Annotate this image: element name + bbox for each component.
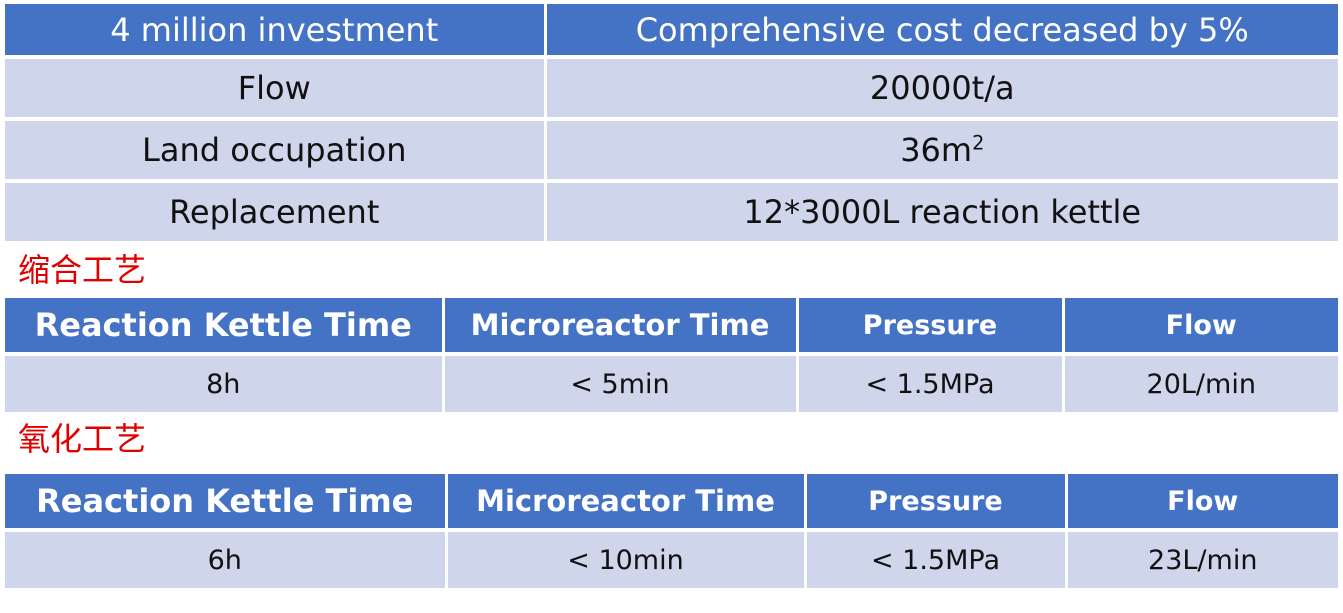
oxidation-header-row: Reaction Kettle Time Microreactor Time P…: [5, 474, 1338, 530]
pressure-header: Pressure: [803, 474, 1066, 530]
pressure-value: < 1.5MPa: [795, 352, 1063, 412]
land-occupation-value: 36m2: [543, 117, 1338, 181]
flow-value: 23L/min: [1064, 528, 1338, 588]
land-occupation-label: Land occupation: [5, 117, 545, 181]
oxidation-process-label: 氧化工艺: [18, 420, 147, 458]
reaction-kettle-time-header: Reaction Kettle Time: [5, 298, 443, 354]
flow-header: Flow: [1061, 298, 1338, 354]
land-occupation-exponent: 2: [972, 131, 985, 155]
pressure-value: < 1.5MPa: [803, 528, 1066, 588]
condensation-table: Reaction Kettle Time Microreactor Time P…: [5, 298, 1338, 412]
flow-header: Flow: [1064, 474, 1338, 530]
summary-header-row: 4 million investment Comprehensive cost …: [5, 4, 1338, 57]
reaction-kettle-time-header: Reaction Kettle Time: [5, 474, 446, 530]
table-row: Land occupation 36m2: [5, 117, 1338, 181]
reaction-kettle-time-value: 6h: [5, 528, 446, 588]
summary-table: 4 million investment Comprehensive cost …: [5, 4, 1338, 241]
condensation-process-label: 缩合工艺: [18, 251, 147, 289]
oxidation-table: Reaction Kettle Time Microreactor Time P…: [5, 474, 1338, 588]
table-row: Replacement 12*3000L reaction kettle: [5, 179, 1338, 241]
replacement-value: 12*3000L reaction kettle: [543, 179, 1338, 241]
flow-label: Flow: [5, 55, 545, 119]
flow-value: 20000t/a: [543, 55, 1338, 119]
microreactor-time-header: Microreactor Time: [441, 298, 797, 354]
flow-value: 20L/min: [1061, 352, 1338, 412]
reaction-kettle-time-value: 8h: [5, 352, 443, 412]
microreactor-time-value: < 10min: [444, 528, 805, 588]
table-row: Flow 20000t/a: [5, 55, 1338, 119]
microreactor-time-header: Microreactor Time: [444, 474, 805, 530]
investment-header: 4 million investment: [5, 4, 545, 57]
table-row: 6h < 10min < 1.5MPa 23L/min: [5, 528, 1338, 588]
microreactor-time-value: < 5min: [441, 352, 797, 412]
pressure-header: Pressure: [795, 298, 1063, 354]
condensation-header-row: Reaction Kettle Time Microreactor Time P…: [5, 298, 1338, 354]
replacement-label: Replacement: [5, 179, 545, 241]
cost-decrease-header: Comprehensive cost decreased by 5%: [543, 4, 1338, 57]
land-occupation-number: 36m: [900, 131, 973, 169]
table-row: 8h < 5min < 1.5MPa 20L/min: [5, 352, 1338, 412]
